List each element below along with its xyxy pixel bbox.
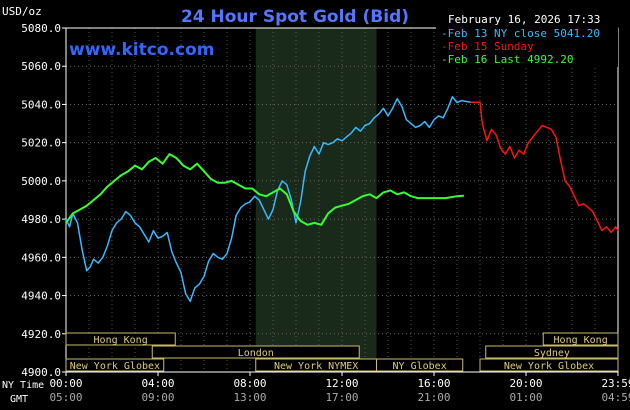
x-tick-label-gmt: 04:59 bbox=[601, 391, 630, 404]
y-axis-unit-label: USD/oz bbox=[2, 5, 42, 18]
legend-entry: -Feb 15 Sunday bbox=[441, 40, 534, 53]
kitco-watermark: www.kitco.com bbox=[69, 40, 214, 60]
y-tick-label: 4980.0 bbox=[21, 213, 61, 226]
y-tick-label: 4940.0 bbox=[21, 290, 61, 303]
x-tick-label-gmt: 17:00 bbox=[325, 391, 358, 404]
gmt-row-label: GMT bbox=[10, 394, 28, 405]
session-label: Hong Kong bbox=[94, 335, 148, 346]
x-tick-label-gmt: 21:00 bbox=[417, 391, 450, 404]
x-tick-label-ny: 20:00 bbox=[509, 377, 542, 390]
session-box bbox=[479, 358, 619, 372]
session-label: Hong Kong bbox=[554, 335, 608, 346]
legend: -Feb 13 NY close 5041.20-Feb 15 Sunday-F… bbox=[436, 27, 618, 67]
session-label: Sydney bbox=[534, 348, 570, 359]
market-sessions: Hong Kong Hong Kong London Sydney New York G… bbox=[65, 332, 619, 372]
legend-entry: -Feb 13 NY close 5041.20 bbox=[441, 27, 600, 40]
y-tick-label: 5020.0 bbox=[21, 137, 61, 150]
y-tick-label: 4960.0 bbox=[21, 251, 61, 264]
x-tick-label-ny: 04:00 bbox=[141, 377, 174, 390]
x-tick-label-gmt: 13:00 bbox=[233, 391, 266, 404]
y-tick-label: 4920.0 bbox=[21, 328, 61, 341]
nymex-session-shade bbox=[255, 28, 377, 372]
ny-time-row-label: NY Time bbox=[2, 380, 44, 391]
y-tick-label: 5040.0 bbox=[21, 98, 61, 111]
session-box bbox=[65, 358, 165, 372]
session-box bbox=[485, 345, 619, 359]
series-line-2 bbox=[470, 101, 619, 234]
session-label: New York Globex bbox=[70, 361, 160, 372]
x-tick-label-ny: 08:00 bbox=[233, 377, 266, 390]
session-box bbox=[65, 332, 176, 346]
session-label: NY Globex bbox=[393, 361, 447, 372]
x-tick-label-ny: 16:00 bbox=[417, 377, 450, 390]
session-label: London bbox=[238, 348, 274, 359]
series-line-1 bbox=[65, 96, 471, 303]
y-tick-label: 5000.0 bbox=[21, 175, 61, 188]
legend-box bbox=[436, 27, 618, 67]
timestamp: February 16, 2026 17:33 bbox=[448, 13, 600, 26]
y-tick-label: 4900.0 bbox=[21, 366, 61, 379]
chart-title: 24 Hour Spot Gold (Bid) bbox=[181, 7, 409, 27]
x-tick-label-gmt: 01:00 bbox=[509, 391, 542, 404]
y-tick-label: 5060.0 bbox=[21, 60, 61, 73]
price-series bbox=[65, 96, 619, 303]
legend-entry: -Feb 16 Last 4992.20 bbox=[441, 53, 573, 66]
x-tick-label-gmt: 05:00 bbox=[49, 391, 82, 404]
session-label: New York NYMEX bbox=[274, 361, 358, 372]
y-axis: 4900.0 4920.0 4940.0 4960.0 4980.0 5000.0 5020… bbox=[21, 22, 66, 379]
session-box bbox=[151, 345, 360, 359]
x-tick-label-ny: 12:00 bbox=[325, 377, 358, 390]
y-tick-label: 5080.0 bbox=[21, 22, 61, 35]
session-box bbox=[376, 358, 464, 372]
session-box bbox=[542, 332, 619, 346]
x-tick-label-ny: 00:00 bbox=[49, 377, 82, 390]
session-label: New York Globex bbox=[504, 361, 594, 372]
x-tick-label-gmt: 09:00 bbox=[141, 391, 174, 404]
series-line-3 bbox=[65, 153, 464, 226]
x-tick-label-ny: 23:59 bbox=[601, 377, 630, 390]
